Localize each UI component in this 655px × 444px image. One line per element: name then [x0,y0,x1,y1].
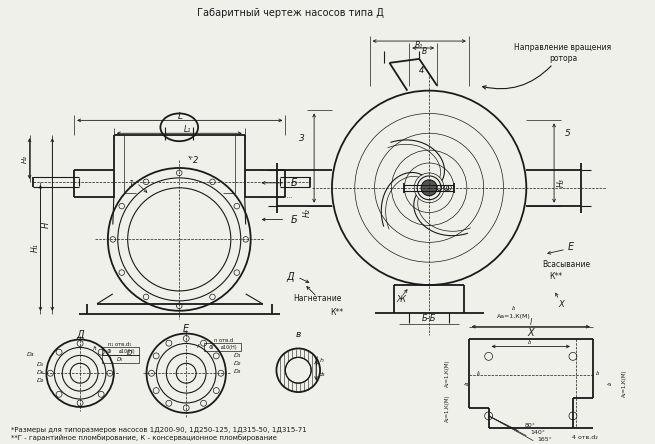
Text: f₁: f₁ [92,346,98,351]
Text: D₃: D₃ [234,369,242,374]
Text: *Размеры для типоразмеров насосов 1Д200-90, 1Д250-125, 1Д315-50, 1Д315-71: *Размеры для типоразмеров насосов 1Д200-… [10,427,307,433]
Text: 165°: 165° [538,437,553,442]
Text: l₃: l₃ [595,371,600,376]
Text: E: E [183,324,189,333]
Text: L₁: L₁ [183,125,191,134]
Text: К**: К** [330,308,343,317]
Text: D₅: D₅ [117,357,123,362]
Text: К**: К** [550,272,563,281]
Text: D₆: D₆ [37,370,44,375]
Text: l₄: l₄ [464,381,470,385]
Text: Ж: Ж [397,295,406,304]
Text: l₂: l₂ [608,381,613,385]
Text: D₂: D₂ [234,361,242,366]
Text: Габаритный чертеж насосов типа Д: Габаритный чертеж насосов типа Д [197,8,384,18]
Text: A₂=1,К(М): A₂=1,К(М) [445,360,449,387]
Text: Нагнетание: Нагнетание [293,294,341,303]
Text: n₁ отв.d₁: n₁ отв.d₁ [108,342,132,347]
Text: В: В [422,48,427,56]
Text: Х: Х [558,300,564,309]
Text: D₂: D₂ [37,378,44,383]
Text: Всасывание: Всасывание [542,260,590,269]
Text: D₅: D₅ [37,362,44,367]
Bar [294,358,302,365]
Text: Б-Б: Б-Б [422,314,436,323]
Bar [294,358,302,365]
Circle shape [421,180,437,196]
Text: Направление вращения
ротора: Направление вращения ротора [514,43,612,63]
Text: ⌀10(Н): ⌀10(Н) [221,345,237,350]
Text: 5: 5 [565,129,571,138]
Text: d₃: d₃ [319,372,326,377]
Text: Х: Х [527,328,534,337]
Text: l₁: l₁ [512,306,515,311]
Text: Д: Д [286,272,294,282]
Text: l₁: l₁ [528,340,533,345]
Text: H₂: H₂ [303,208,312,217]
Text: 140°: 140° [531,430,546,435]
Text: A₂=1,К(М): A₂=1,К(М) [622,369,627,397]
Text: l: l [530,318,532,327]
Text: H₂: H₂ [22,155,28,163]
Text: ⊕: ⊕ [107,349,111,354]
Bar [102,355,139,363]
Text: 1: 1 [129,180,134,189]
Text: D₄: D₄ [27,352,34,357]
Text: Д: Д [76,329,84,340]
Text: A₂=1,К(М): A₂=1,К(М) [445,394,449,422]
Text: H₃: H₃ [557,178,565,187]
Text: h: h [320,358,324,363]
Text: D: D [127,350,132,357]
Text: n отв.d: n отв.d [214,338,233,343]
Text: H₁: H₁ [31,243,40,252]
Text: E: E [568,242,574,252]
Text: L: L [178,112,182,121]
Text: Aа=1,К(М): Aа=1,К(М) [496,314,531,319]
Text: В₁: В₁ [415,40,423,50]
Text: 4 отв.d₂: 4 отв.d₂ [572,435,598,440]
Text: f: f [197,344,199,349]
Text: ⊕: ⊕ [209,345,214,350]
Text: 4: 4 [419,66,424,75]
Text: l₅: l₅ [477,371,481,376]
Text: 2: 2 [193,155,199,165]
Text: D₁: D₁ [234,353,242,358]
Bar [102,348,139,355]
Text: **Г - гарантийное пломбирование, К - консервационное пломбирование: **Г - гарантийное пломбирование, К - кон… [10,434,276,441]
Text: 80°: 80° [525,423,536,428]
Text: Б: Б [290,214,297,225]
Bar [204,344,241,351]
Text: в: в [295,330,301,339]
Text: ⌀10(Н): ⌀10(Н) [119,349,135,354]
Circle shape [286,357,311,383]
Text: H: H [42,222,51,228]
Text: Б: Б [290,178,297,188]
Text: 3: 3 [299,134,305,143]
